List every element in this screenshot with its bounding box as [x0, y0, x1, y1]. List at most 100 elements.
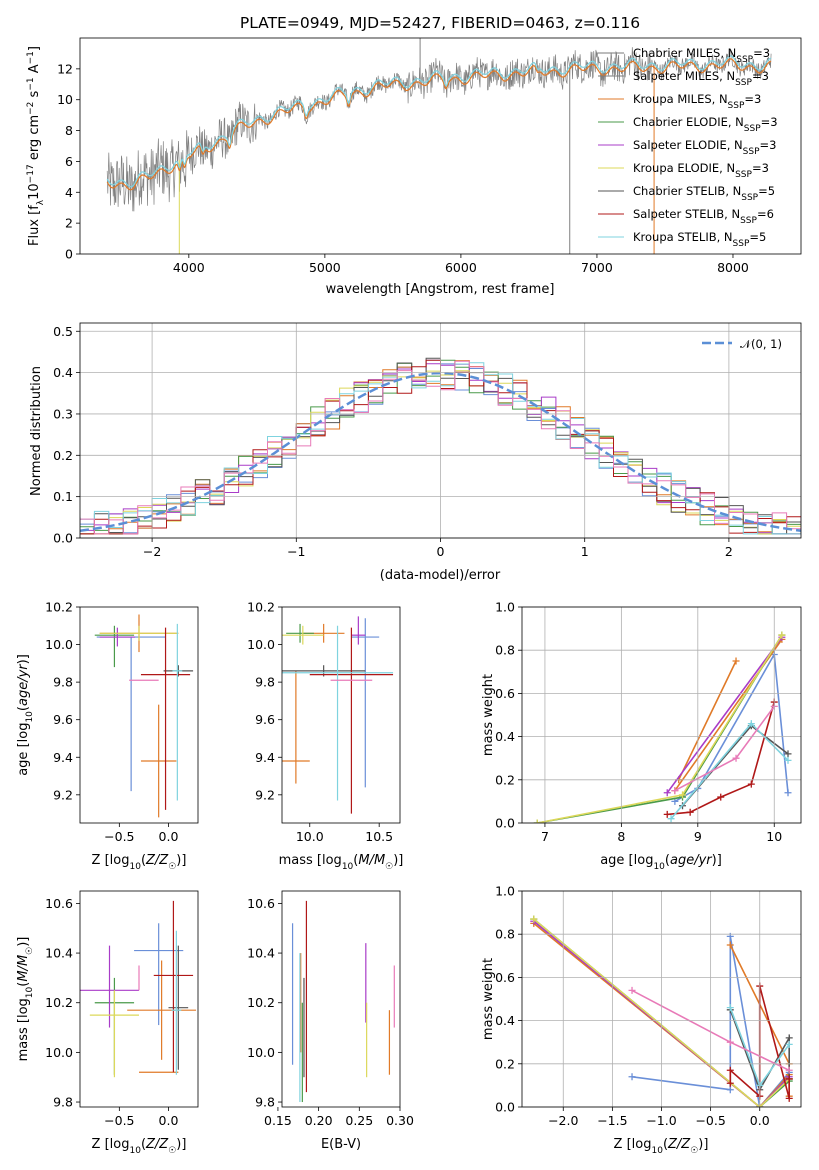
- x-tick-label: 2: [725, 544, 733, 559]
- x-tick-label: 10.0: [296, 829, 324, 844]
- axes-frame: [79, 37, 802, 255]
- plot-area-age-vs-Z: [94, 614, 194, 818]
- x-tick-label: −1.0: [646, 1113, 676, 1128]
- axes-frame: [79, 322, 802, 539]
- y-tick-label: 10.0: [247, 1045, 275, 1060]
- y-tick-label: 12: [57, 61, 73, 76]
- y-tick-label: 9.8: [53, 1095, 73, 1110]
- series-marker: [784, 750, 792, 758]
- x-tick-label: −2.0: [548, 1113, 578, 1128]
- x-tick-label: 7: [541, 829, 549, 844]
- series-line: [666, 636, 783, 794]
- y-tick-label: 0.2: [495, 1056, 515, 1071]
- x-tick-label: 9: [694, 829, 702, 844]
- x-axis-label: wavelength [Angstrom, rest frame]: [326, 282, 555, 297]
- legend-label: Kroupa MILES, NSSP=3: [633, 92, 761, 111]
- x-tick-label: 10: [766, 829, 782, 844]
- series-marker: [679, 791, 687, 799]
- legend-label: Chabrier ELODIE, NSSP=3: [633, 115, 778, 134]
- series-marker: [785, 1075, 793, 1083]
- x-axis-label: E(B-V): [321, 1137, 361, 1152]
- x-tick-label: −0.5: [104, 1113, 134, 1128]
- series-marker: [628, 1073, 636, 1081]
- x-tick-label: 5000: [309, 260, 341, 275]
- series-line: [674, 651, 789, 803]
- y-tick-label: 8: [65, 123, 73, 138]
- y-tick-label: 0.0: [495, 816, 515, 831]
- y-axis-label: Normed distribution: [29, 366, 44, 496]
- axes-massweight-vs-age: 7 8 9 10 0.0 0.2 0.4 0.6 0.8 1.0: [495, 600, 802, 844]
- y-tick-label: 10.6: [247, 896, 275, 911]
- axes-frame: [281, 890, 401, 1108]
- y-tick-label: 0.2: [53, 448, 73, 463]
- y-tick-label: 9.8: [53, 675, 73, 690]
- series-marker: [726, 1004, 734, 1012]
- y-tick-label: 9.6: [53, 712, 73, 727]
- axes-spectrum: 4000 5000 6000 7000 8000 0 2 4 6 8 10 12: [57, 37, 802, 275]
- x-tick-label: 0.0: [750, 1113, 770, 1128]
- y-axis-label: mass weight: [481, 958, 496, 1040]
- series-marker: [778, 631, 786, 639]
- legend-label: Chabrier MILES, NSSP=3: [633, 46, 770, 65]
- series-marker: [784, 756, 792, 764]
- series-marker: [671, 787, 679, 795]
- y-tick-label: 0.6: [495, 970, 515, 985]
- histogram-step: [80, 362, 801, 535]
- series-marker: [667, 815, 675, 823]
- series-marker: [726, 1066, 734, 1074]
- series-marker: [785, 1094, 793, 1102]
- x-tick-label: 0: [437, 544, 445, 559]
- y-tick-label: 0: [65, 247, 73, 262]
- legend-label: Salpeter MILES, NSSP=3: [633, 69, 769, 88]
- x-axis-label: mass [log10(M/M☉)]: [279, 853, 404, 872]
- axes-massweight-vs-Z: −2.0 −1.5 −1.0 −0.5 0.0 0.0 0.2 0.4 0.6 0.8 1.0: [495, 884, 802, 1128]
- series-marker: [785, 1066, 793, 1074]
- series-line: [533, 920, 790, 1107]
- y-tick-label: 9.2: [53, 787, 73, 802]
- axes-mass-vs-EBV: 0.15 0.20 0.25 0.30 9.8 10.0 10.2 10.4 10.6: [247, 890, 414, 1128]
- y-tick-label: 9.4: [53, 750, 73, 765]
- y-tick-label: 4: [65, 185, 73, 200]
- y-tick-label: 1.0: [495, 884, 515, 899]
- y-tick-label: 10.2: [247, 600, 275, 615]
- x-tick-label: −0.5: [695, 1113, 725, 1128]
- x-tick-label: 1: [581, 544, 589, 559]
- x-tick-label: 10.5: [365, 829, 393, 844]
- y-tick-label: 1.0: [495, 600, 515, 615]
- y-tick-label: 0.0: [495, 1100, 515, 1115]
- series-line: [537, 634, 783, 823]
- y-tick-label: 2: [65, 216, 73, 231]
- series-marker: [628, 986, 636, 994]
- series-line: [674, 705, 775, 792]
- series-marker: [726, 1086, 734, 1094]
- x-axis-label: Z [log10(Z/Z☉)]: [92, 1137, 187, 1156]
- y-tick-label: 0.8: [495, 643, 515, 658]
- series-marker: [732, 657, 740, 665]
- series-line: [533, 922, 790, 1107]
- x-tick-label: 4000: [173, 260, 205, 275]
- axes-frame: [79, 890, 199, 1108]
- x-tick-label: 8000: [717, 260, 749, 275]
- figure-title: PLATE=0949, MJD=52427, FIBERID=0463, z=0…: [240, 14, 640, 32]
- y-tick-label: 0.6: [495, 686, 515, 701]
- legend-label: Chabrier STELIB, NSSP=5: [633, 184, 775, 203]
- x-tick-label: 8: [617, 829, 625, 844]
- series-marker: [785, 1034, 793, 1042]
- x-tick-label: 0.30: [386, 1113, 414, 1128]
- y-tick-label: 0.5: [53, 324, 73, 339]
- histogram-step: [80, 359, 801, 535]
- legend-label: Salpeter STELIB, NSSP=6: [633, 207, 774, 226]
- y-tick-label: 10: [57, 92, 73, 107]
- series-marker: [533, 819, 541, 823]
- histogram-step: [80, 363, 801, 535]
- y-tick-label: 10.2: [45, 995, 73, 1010]
- axes-frame: [521, 606, 802, 824]
- series-line: [537, 634, 783, 823]
- x-tick-label: 0.0: [159, 829, 179, 844]
- legend-label: 𝒩(0, 1): [740, 337, 782, 351]
- y-axis-label: mass weight: [481, 674, 496, 756]
- y-tick-label: 9.6: [255, 712, 275, 727]
- axes-mass-vs-Z: −0.5 0.0 9.8 10.0 10.2 10.4 10.6: [45, 890, 199, 1128]
- plot-area-spectrum: [106, 38, 772, 254]
- y-tick-label: 10.2: [45, 600, 73, 615]
